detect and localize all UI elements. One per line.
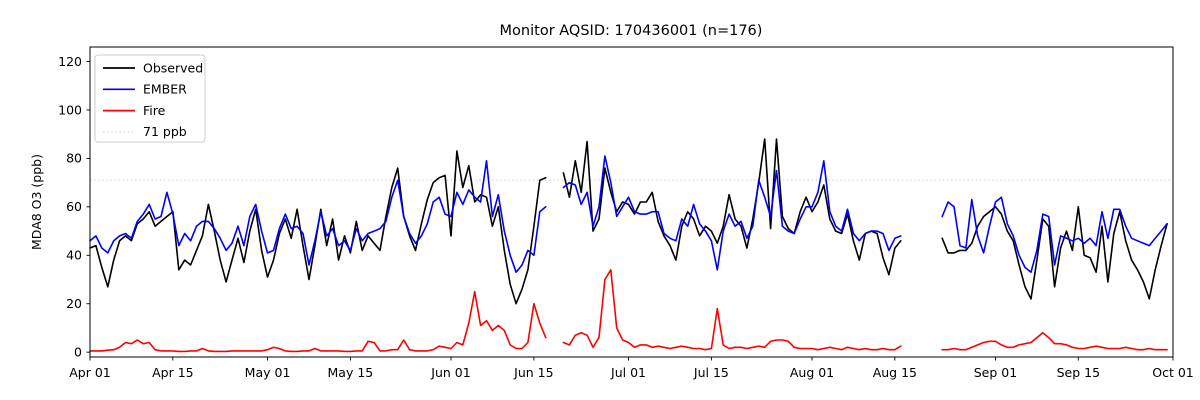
x-tick-label: May 01 <box>245 365 291 380</box>
series-line-observed <box>89 138 1168 305</box>
legend-label-observed: Observed <box>143 60 203 75</box>
y-tick-label: 0 <box>74 344 82 359</box>
plot-frame <box>89 46 1174 358</box>
y-tick-label: 80 <box>66 151 82 166</box>
y-tick-label: 120 <box>58 54 82 69</box>
y-axis-label: MDA8 O3 (ppb) <box>29 154 44 250</box>
legend-box <box>94 54 206 143</box>
x-tick-label: Aug 15 <box>873 365 917 380</box>
legend-label-71-ppb: 71 ppb <box>143 124 187 139</box>
x-tick-label: Jul 15 <box>693 365 729 380</box>
y-tick-label: 60 <box>66 199 82 214</box>
x-tick-label: Apr 15 <box>152 365 194 380</box>
x-tick-label: Oct 01 <box>1152 365 1194 380</box>
chart-title: Monitor AQSID: 170436001 (n=176) <box>500 23 763 39</box>
series-line-fire <box>89 269 1168 353</box>
x-tick-label: Sep 15 <box>1057 365 1100 380</box>
x-tick-label: May 15 <box>328 365 374 380</box>
legend-label-ember: EMBER <box>143 82 187 97</box>
legend-label-fire: Fire <box>143 103 166 118</box>
x-tick-label: Apr 01 <box>69 365 111 380</box>
y-tick-label: 20 <box>66 296 82 311</box>
x-tick-label: Sep 01 <box>974 365 1017 380</box>
x-tick-label: Jul 01 <box>610 365 646 380</box>
x-tick-label: Jun 01 <box>430 365 470 380</box>
y-tick-label: 100 <box>58 102 82 117</box>
series-line-ember <box>89 155 1168 273</box>
x-tick-label: Aug 01 <box>790 365 834 380</box>
plot-area: 0 20 40 60 80 100 120 Apr 01 Apr 15 May 01 May 15 J… <box>58 46 1194 380</box>
y-tick-label: 40 <box>66 248 82 263</box>
x-tick-label: Jun 15 <box>513 365 553 380</box>
